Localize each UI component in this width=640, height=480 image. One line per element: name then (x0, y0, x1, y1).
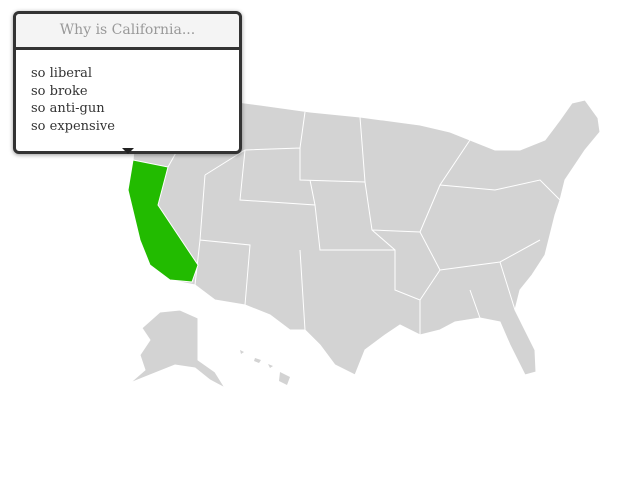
tooltip-arrow (122, 148, 134, 154)
state-region-lower48[interactable] (127, 94, 601, 376)
state-region-alaska[interactable] (129, 309, 227, 390)
tooltip-title: Why is California... (16, 14, 239, 50)
tooltip-item: so anti-gun (31, 101, 105, 116)
state-region-hawaii[interactable] (240, 350, 290, 385)
state-tooltip: Why is California... so liberal so broke… (13, 11, 242, 154)
tooltip-list: so liberal so broke so anti-gun so expen… (16, 50, 239, 135)
tooltip-item: so broke (31, 83, 88, 99)
tooltip-item: so expensive (31, 118, 115, 134)
state-california[interactable] (127, 159, 199, 283)
tooltip-item: so liberal (31, 66, 93, 81)
